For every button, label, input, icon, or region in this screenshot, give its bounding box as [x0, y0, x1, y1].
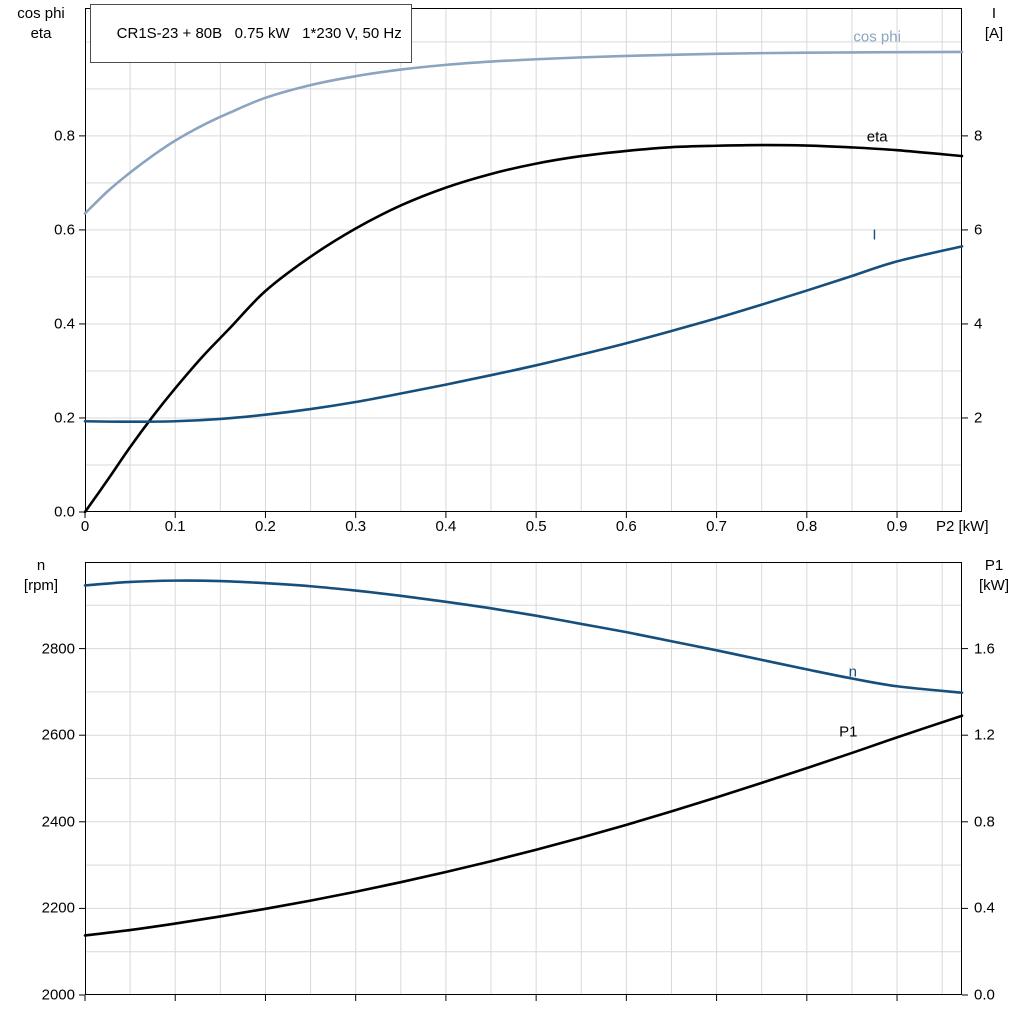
chart-title-box: CR1S-23 + 80B 0.75 kW 1*230 V, 50 Hz [90, 4, 412, 63]
chart-title: CR1S-23 + 80B 0.75 kW 1*230 V, 50 Hz [116, 25, 402, 42]
p1-unit-label: [kW] [979, 577, 1009, 594]
right-tick-label: 4 [974, 315, 983, 333]
x-tick-label: 0.2 [255, 518, 276, 535]
lower-right-axis-label: P1 [kW] [966, 556, 1022, 596]
x-tick-label: 0.4 [435, 518, 457, 535]
left-tick-label: 2800 [41, 640, 75, 658]
curve-label-current: I [872, 226, 877, 244]
right-tick-label: 0.4 [974, 899, 995, 917]
left-tick-label: 2600 [41, 726, 75, 744]
curve-eta [83, 143, 964, 514]
speed-unit-label: [rpm] [23, 577, 59, 594]
right-tick-label: 1.2 [974, 726, 995, 744]
x-tick-label: 0.3 [345, 518, 367, 535]
curve-cos-phi [83, 50, 964, 215]
right-tick-label: 2 [974, 409, 983, 427]
x-tick-label: 0.9 [886, 518, 908, 535]
left-tick-label: 2200 [41, 899, 75, 917]
lower-plot-area [79, 562, 968, 1001]
x-tick-label: 0.6 [615, 518, 637, 535]
x-tick-label: 0 [80, 518, 90, 535]
p1-axis-label: P1 [984, 557, 1004, 574]
x-tick-label: 0.1 [164, 518, 186, 535]
current-axis-label: I [991, 5, 997, 22]
right-tick-label: 1.6 [974, 640, 995, 658]
curve-label-eta: eta [866, 128, 888, 146]
x-tick-label: 0.8 [796, 518, 818, 535]
upper-right-axis-label: I [A] [968, 4, 1020, 44]
left-tick-label: 0.4 [54, 315, 75, 333]
left-tick-label: 2000 [41, 986, 75, 1004]
upper-plot-area [79, 8, 968, 518]
curve-label-power-p1: P1 [839, 723, 858, 741]
right-tick-label: 0.0 [974, 986, 995, 1004]
right-tick-label: 8 [974, 127, 983, 145]
left-tick-label: 0.8 [54, 127, 75, 145]
x-axis-label: P2 [kW] [936, 518, 989, 535]
left-tick-label: 0.2 [54, 409, 75, 427]
x-tick-label: 0.7 [706, 518, 728, 535]
right-tick-label: 6 [974, 221, 983, 239]
speed-axis-label: n [36, 557, 46, 574]
upper-left-axis-label: cos phi eta [4, 4, 78, 44]
lower-left-axis-label: n [rpm] [4, 556, 78, 596]
cos-phi-axis-label: cos phi [17, 5, 65, 22]
curve-speed [83, 579, 964, 695]
eta-axis-label: eta [30, 25, 52, 42]
right-tick-label: 0.8 [974, 813, 995, 831]
left-tick-label: 0.0 [54, 503, 75, 521]
curve-label-speed: n [848, 663, 857, 681]
left-tick-label: 2400 [41, 813, 75, 831]
current-unit-label: [A] [984, 25, 1004, 42]
curve-power-p1 [83, 714, 964, 937]
x-tick-label: 0.5 [525, 518, 547, 535]
left-tick-label: 0.6 [54, 221, 75, 239]
curve-label-cos-phi: cos phi [853, 28, 901, 46]
curve-current [83, 245, 964, 424]
